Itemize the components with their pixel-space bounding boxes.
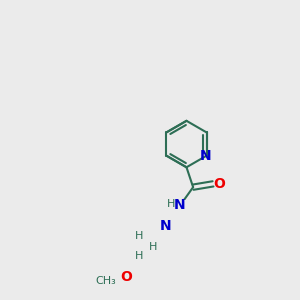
Text: N: N [173,198,185,212]
Text: O: O [120,270,132,284]
Text: H: H [134,250,143,260]
Text: H: H [167,199,176,209]
Text: O: O [214,177,226,191]
Text: N: N [160,219,172,233]
Text: N: N [200,149,211,163]
Text: CH₃: CH₃ [96,276,116,286]
Text: H: H [149,242,158,252]
Text: H: H [134,231,143,241]
